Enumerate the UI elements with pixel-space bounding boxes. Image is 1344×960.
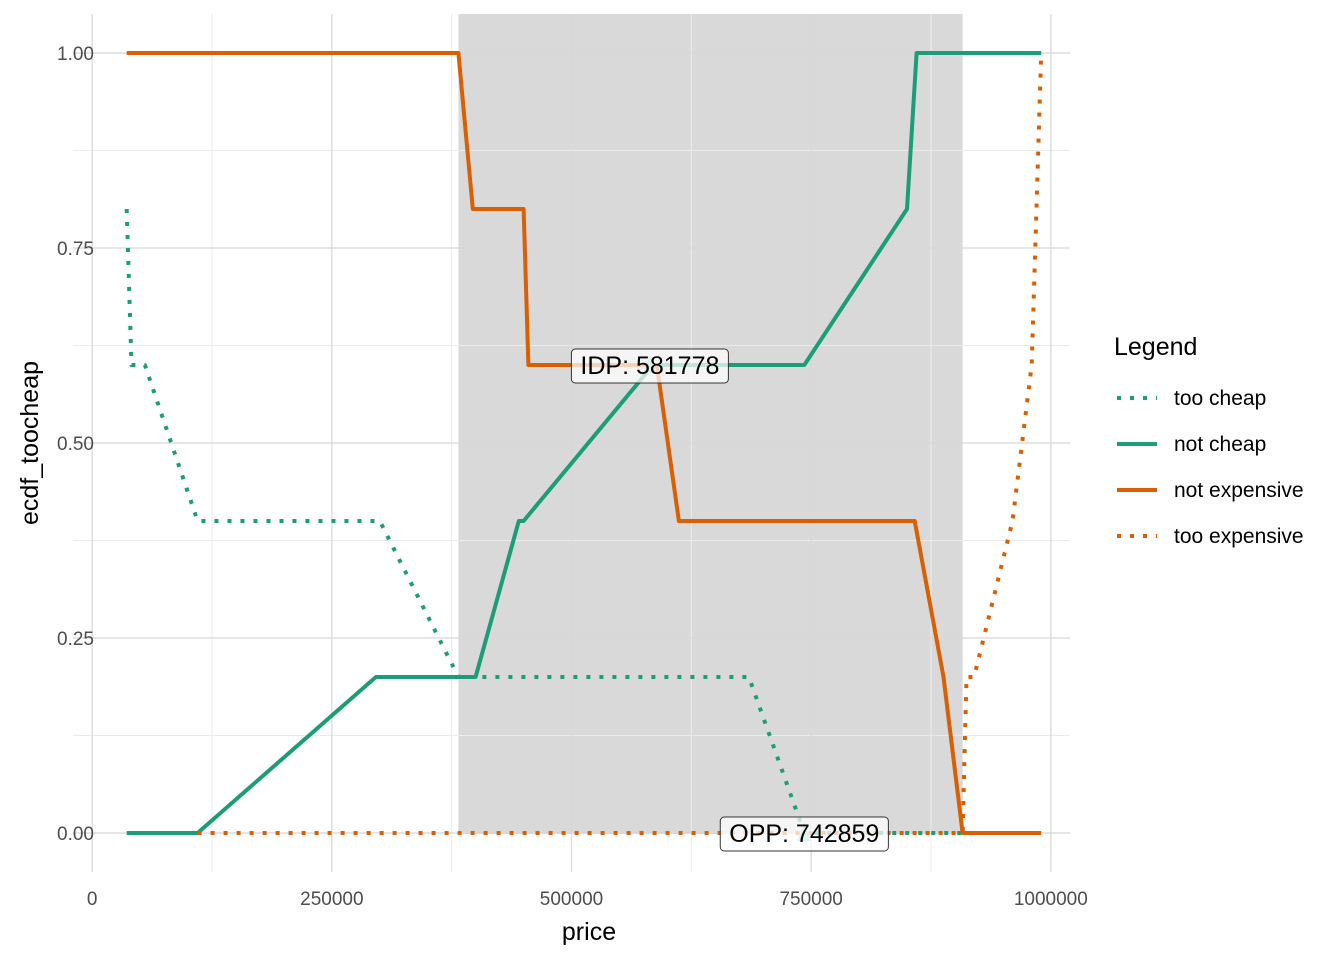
x-tick-label: 1000000 <box>1014 889 1088 910</box>
legend-item: too cheap <box>1117 387 1266 410</box>
x-axis-title: price <box>562 918 616 946</box>
y-tick-label: 1.00 <box>57 44 94 65</box>
legend-items: too cheap not cheap not expensive too expen… <box>1117 387 1304 548</box>
acceptable-price-range <box>458 14 963 834</box>
annotation-label: OPP: 742859 <box>719 816 889 852</box>
x-tick-label: 0 <box>87 889 98 910</box>
y-tick-label: 0.25 <box>57 629 94 650</box>
annotation-layer: IDP: 581778 OPP: 742859 <box>570 348 889 852</box>
legend-item: too expensive <box>1117 525 1304 548</box>
shaded-range-layer <box>458 14 963 834</box>
legend-label: not expensive <box>1174 479 1304 502</box>
annotation-text: OPP: 742859 <box>729 820 879 848</box>
annotation-box <box>719 816 889 852</box>
legend-label: too expensive <box>1174 525 1304 548</box>
annotation-label: IDP: 581778 <box>570 348 729 384</box>
x-tick-label: 500000 <box>540 889 603 910</box>
x-tick-label: 250000 <box>300 889 363 910</box>
legend-title: Legend <box>1114 333 1197 361</box>
legend-item: not cheap <box>1117 433 1266 456</box>
legend-label: not cheap <box>1174 433 1266 456</box>
legend-item: not expensive <box>1117 479 1304 502</box>
y-tick-label: 0.00 <box>57 824 94 845</box>
legend-label: too cheap <box>1174 387 1266 410</box>
tick-label-layer: 0 250000 500000 750000 1000000 0.00 0.25 0.50 0.… <box>57 44 1088 910</box>
y-axis-title: ecdf_toocheap <box>16 361 44 525</box>
y-tick-label: 0.50 <box>57 434 94 455</box>
annotation-text: IDP: 581778 <box>580 352 719 380</box>
series-not-cheap-line <box>126 51 1042 835</box>
y-tick-label: 0.75 <box>57 239 94 260</box>
grid-layer <box>73 14 1070 872</box>
annotation-box <box>570 348 729 384</box>
x-tick-label: 750000 <box>779 889 842 910</box>
series-too-expensive-line <box>197 52 1044 835</box>
